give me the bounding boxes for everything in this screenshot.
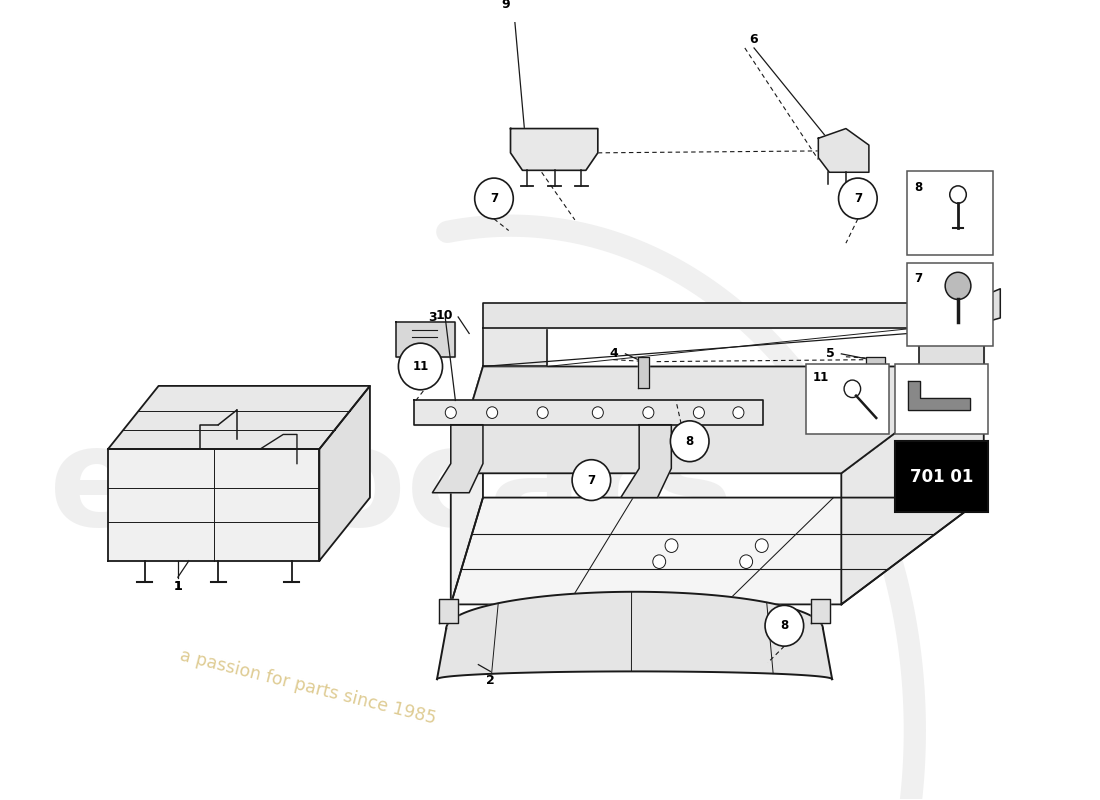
Text: 701 01: 701 01 xyxy=(910,468,974,486)
Polygon shape xyxy=(818,129,869,172)
Circle shape xyxy=(475,178,514,219)
Circle shape xyxy=(949,186,966,203)
Text: 1: 1 xyxy=(174,581,183,594)
Polygon shape xyxy=(439,598,458,623)
Polygon shape xyxy=(432,425,483,493)
Text: 8: 8 xyxy=(914,181,922,194)
Polygon shape xyxy=(483,303,983,328)
Circle shape xyxy=(537,406,548,418)
Text: 1: 1 xyxy=(174,581,183,594)
Circle shape xyxy=(486,406,497,418)
Text: 8: 8 xyxy=(685,434,694,448)
Text: a passion for parts since 1985: a passion for parts since 1985 xyxy=(178,646,438,727)
Polygon shape xyxy=(510,129,597,170)
Text: 7: 7 xyxy=(854,192,862,205)
Text: 7: 7 xyxy=(587,474,595,486)
Bar xyxy=(894,363,988,434)
Circle shape xyxy=(739,555,752,569)
Circle shape xyxy=(945,272,971,299)
Polygon shape xyxy=(319,386,370,561)
Text: 7: 7 xyxy=(490,192,498,205)
Polygon shape xyxy=(966,289,1000,325)
Polygon shape xyxy=(396,322,455,357)
Text: 8: 8 xyxy=(780,619,789,632)
Circle shape xyxy=(652,555,666,569)
Polygon shape xyxy=(866,357,884,378)
Polygon shape xyxy=(451,366,983,474)
Text: 3: 3 xyxy=(428,311,437,325)
Circle shape xyxy=(398,343,442,390)
Text: 4: 4 xyxy=(609,347,618,360)
Polygon shape xyxy=(909,381,970,410)
Circle shape xyxy=(572,460,610,501)
Bar xyxy=(894,442,988,512)
Polygon shape xyxy=(483,328,548,366)
Polygon shape xyxy=(842,366,983,604)
Circle shape xyxy=(642,406,653,418)
Bar xyxy=(908,171,993,255)
Polygon shape xyxy=(920,328,983,366)
Polygon shape xyxy=(108,449,319,561)
Circle shape xyxy=(592,406,603,418)
Circle shape xyxy=(756,539,768,553)
Circle shape xyxy=(670,421,710,462)
Text: 6: 6 xyxy=(750,33,758,46)
Circle shape xyxy=(844,380,860,398)
Text: 5: 5 xyxy=(826,347,835,360)
Text: 9: 9 xyxy=(502,0,510,10)
Text: 7: 7 xyxy=(914,272,922,286)
Bar xyxy=(908,262,993,346)
Text: 11: 11 xyxy=(813,371,829,384)
Polygon shape xyxy=(108,386,370,449)
Text: 11: 11 xyxy=(412,360,429,373)
Bar xyxy=(806,363,889,434)
Circle shape xyxy=(838,178,877,219)
Circle shape xyxy=(666,539,678,553)
Polygon shape xyxy=(437,592,832,679)
Polygon shape xyxy=(638,357,649,388)
Polygon shape xyxy=(620,425,671,498)
Polygon shape xyxy=(451,498,983,604)
Circle shape xyxy=(446,406,456,418)
Circle shape xyxy=(766,606,804,646)
Text: 10: 10 xyxy=(436,309,453,322)
Polygon shape xyxy=(414,401,763,425)
Circle shape xyxy=(693,406,704,418)
Text: 2: 2 xyxy=(486,674,495,686)
Polygon shape xyxy=(451,366,483,604)
Text: eurocars: eurocars xyxy=(48,420,734,555)
Circle shape xyxy=(733,406,744,418)
Polygon shape xyxy=(812,598,829,623)
